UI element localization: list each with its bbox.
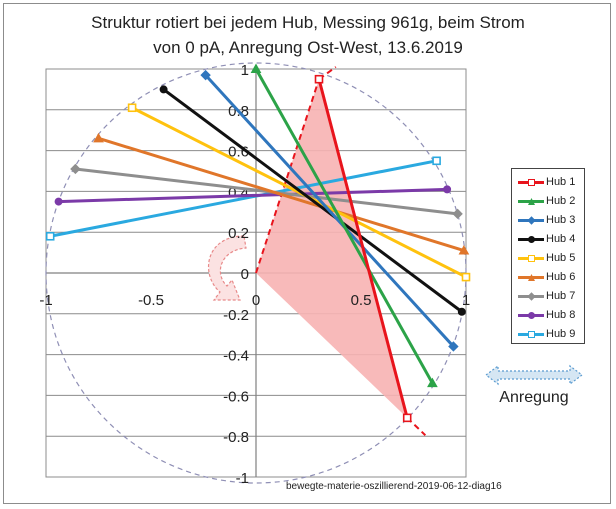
series-line-hub-5	[131, 106, 467, 279]
x-tick-label: 0.5	[351, 292, 372, 309]
legend-swatch	[518, 254, 544, 264]
legend-item: Hub 9	[512, 326, 586, 345]
curved-rotation-arrow-icon	[207, 235, 247, 301]
series-point	[448, 341, 459, 352]
x-tick-label: 0	[252, 292, 260, 309]
legend-item: Hub 2	[512, 193, 586, 212]
y-tick-label: 0	[241, 266, 249, 283]
legend-swatch	[518, 273, 544, 283]
legend-label: Hub 2	[546, 195, 576, 207]
legend-swatch	[518, 292, 544, 302]
series-line-hub-6	[98, 136, 465, 252]
series-line-hub-8	[58, 187, 448, 204]
legend-swatch	[518, 178, 544, 188]
series-point	[159, 85, 168, 94]
chart-title-line-1: Struktur rotiert bei jedem Hub, Messing …	[91, 13, 525, 32]
series-point	[314, 74, 324, 84]
series-point	[250, 63, 262, 73]
series-point	[432, 156, 441, 166]
legend-label: Hub 5	[546, 252, 576, 264]
footnote: bewegte-materie-oszillierend-2019-06-12-…	[286, 481, 502, 492]
y-tick-label: 1	[241, 62, 249, 79]
rotation-triangle-dashed-edge	[255, 78, 320, 274]
series-line-hub-2	[254, 68, 434, 384]
y-tick-label: 0.2	[228, 225, 249, 242]
series-point	[458, 245, 470, 255]
series-point	[70, 163, 81, 175]
y-tick-label: -0.4	[223, 348, 249, 365]
series-point	[200, 69, 211, 81]
series-point	[93, 132, 104, 143]
legend-item: Hub 1	[512, 174, 586, 193]
legend-item: Hub 3	[512, 212, 586, 231]
excitation-indicator: Anregung	[484, 364, 584, 424]
series-line-hub-9	[49, 159, 437, 238]
series-point	[443, 185, 452, 194]
series-line-hub-3	[204, 74, 455, 348]
legend-item: Hub 5	[512, 250, 586, 269]
legend-label: Hub 6	[546, 271, 576, 283]
legend-swatch	[518, 216, 544, 226]
legend-swatch	[518, 311, 544, 321]
legend-label: Hub 8	[546, 309, 576, 321]
excitation-label: Anregung	[499, 389, 569, 406]
chart-title-line-2: von 0 pA, Anregung Ost-West, 13.6.2019	[153, 38, 463, 57]
x-tick-label: -0.5	[138, 292, 164, 309]
legend-swatch	[518, 330, 544, 340]
series-point	[402, 413, 412, 423]
y-tick-label: -0.6	[223, 388, 249, 405]
legend-item: Hub 7	[512, 288, 586, 307]
series-point	[427, 377, 438, 388]
legend-swatch	[518, 197, 544, 207]
legend-label: Hub 4	[546, 233, 576, 245]
series-point	[461, 272, 471, 282]
y-tick-label: -0.8	[223, 429, 249, 446]
y-tick-label: -0.2	[223, 307, 249, 324]
legend: Hub 1 Hub 2 Hub 3 Hub 4 Hub 5 Hub 6 Hub 7 Hub 8…	[511, 168, 585, 344]
series-point	[54, 197, 63, 206]
rotation-triangle	[256, 79, 408, 418]
legend-label: Hub 1	[546, 176, 576, 188]
series-point	[452, 208, 463, 220]
legend-item: Hub 4	[512, 231, 586, 250]
y-tick-label: -1	[236, 470, 249, 487]
series-point	[45, 231, 55, 241]
legend-item: Hub 6	[512, 269, 586, 288]
legend-label: Hub 9	[546, 328, 576, 340]
legend-item: Hub 8	[512, 307, 586, 326]
x-tick-label: 1	[462, 292, 470, 309]
series-point	[127, 103, 137, 113]
series-point	[457, 307, 466, 316]
legend-label: Hub 3	[546, 214, 576, 226]
series-line-hub-4	[162, 88, 463, 313]
x-tick-label: -1	[39, 292, 52, 309]
series-line-hub-1	[317, 78, 409, 419]
legend-label: Hub 7	[546, 290, 576, 302]
double-headed-arrow-icon	[485, 364, 583, 386]
legend-swatch	[518, 235, 544, 245]
